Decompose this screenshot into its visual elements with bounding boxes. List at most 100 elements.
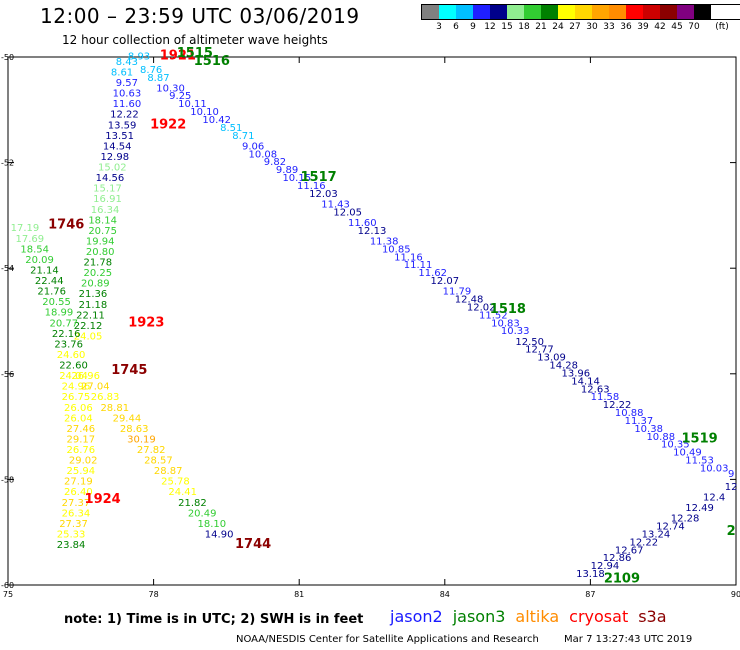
x-tick-label: 90 [731, 590, 740, 599]
wave-height-value: 12.05 [333, 207, 362, 218]
wave-height-value: 23.84 [57, 540, 86, 551]
x-tick-label: 75 [3, 590, 13, 599]
pass-time-label: 1518 [490, 302, 526, 317]
wave-height-value: 16.34 [91, 205, 120, 216]
wave-height-value: 10.63 [113, 89, 142, 100]
wave-height-value: 10.83 [491, 318, 520, 329]
wave-height-value: 24.41 [168, 487, 197, 498]
wave-height-value: 12.07 [430, 276, 459, 287]
legend-swatch [609, 5, 626, 19]
wave-height-value: 22.16 [52, 329, 81, 340]
legend-tick-label: 30 [586, 22, 598, 32]
wave-height-value: 15.02 [98, 163, 127, 174]
wave-height-value: 15.17 [93, 184, 122, 195]
wave-height-value: 20.25 [83, 268, 112, 279]
wave-height-value: 12.63 [581, 384, 610, 395]
pass-time-label: 1515 [177, 46, 213, 61]
wave-height-value: 27.19 [64, 477, 93, 488]
wave-height-value: 8.87 [147, 73, 169, 84]
wave-height-value: 20.80 [86, 247, 115, 258]
wave-height-value: 12.22 [603, 400, 632, 411]
wave-height-value: 10.42 [202, 115, 231, 126]
wave-height-value: 12.22 [110, 110, 139, 121]
wave-height-value: 26.34 [62, 508, 91, 519]
wave-height-value: 25.94 [66, 466, 95, 477]
legend-tick-label: 18 [518, 22, 530, 32]
wave-height-value: 26.06 [64, 403, 93, 414]
legend-swatch [473, 5, 490, 19]
wave-height-value: 11.52 [479, 310, 508, 321]
wave-height-value: 20.89 [81, 279, 110, 290]
pass-time-label: 1519 [682, 431, 718, 446]
wave-height-value: 17.19 [11, 223, 40, 234]
wave-height-value: 26.96 [71, 371, 100, 382]
pass-time-label: 1744 [235, 537, 271, 552]
legend-unit: (ft) [715, 22, 729, 32]
wave-height-value: 14.54 [103, 141, 132, 152]
pass-time-label: 1922 [150, 117, 186, 132]
wave-height-value: 28.63 [120, 424, 149, 435]
legend-swatch [643, 5, 660, 19]
legend-swatch [626, 5, 643, 19]
wave-height-value: 26.04 [64, 413, 93, 424]
wave-height-value: 9.57 [116, 78, 138, 89]
wave-height-value: 10.15 [282, 173, 311, 184]
wave-height-value: 14.90 [205, 529, 234, 540]
satellite-legend-cryosat: cryosat [569, 607, 629, 626]
wave-height-value: 22.12 [74, 321, 103, 332]
legend-tick-label: 70 [688, 22, 700, 32]
wave-height-value: 10.10 [190, 107, 219, 118]
wave-height-value: 29.17 [66, 434, 95, 445]
wave-height-value: 11.62 [418, 268, 447, 279]
wave-height-value: 17.69 [16, 234, 45, 245]
generated-timestamp: Mar 7 13:27:43 UTC 2019 [564, 634, 693, 645]
legend-tick-label: 21 [535, 22, 547, 32]
wave-height-value: 24.60 [57, 350, 86, 361]
wave-height-value: 12.50 [515, 337, 544, 348]
satellite-legend-altika: altika [515, 607, 560, 626]
wave-height-value: 25.78 [161, 477, 190, 488]
wave-height-value: 18.54 [20, 244, 49, 255]
y-tick-label: -58 [1, 475, 14, 484]
wave-height-value: 12.13 [358, 226, 387, 237]
wave-height-value: 20.09 [25, 255, 54, 266]
wave-height-value: 12.03 [309, 189, 338, 200]
wave-height-value: 11.16 [297, 181, 326, 192]
wave-height-value: 12.77 [525, 345, 554, 356]
legend-tick-label: 15 [501, 22, 513, 32]
legend-swatch [558, 5, 575, 19]
x-tick-label: 84 [440, 590, 450, 599]
legend-tick-label: 33 [603, 22, 615, 32]
legend-swatch [456, 5, 473, 19]
wave-height-value: 25.33 [57, 529, 86, 540]
legend-tick-label: 45 [671, 22, 683, 32]
wave-height-value: 14.28 [549, 361, 578, 372]
legend-swatch [439, 5, 456, 19]
wave-height-value: 21.14 [30, 265, 59, 276]
wave-height-value: 12.28 [671, 514, 700, 525]
wave-height-value: 13.24 [642, 529, 671, 540]
wave-height-value: 29.02 [69, 456, 98, 467]
wave-height-value: 9.82 [264, 157, 286, 168]
y-tick-label: -60 [1, 581, 14, 590]
legend-tick-label: 24 [552, 22, 564, 32]
legend-swatch [575, 5, 592, 19]
page-title: 12:00 – 23:59 UTC 03/06/2019 [40, 4, 360, 28]
legend-swatches [421, 4, 740, 20]
legend-swatch [660, 5, 677, 19]
color-legend: 3 6 9 12 15 18 21 24 27 30 33 36 39 42 45 70 (ft) [421, 4, 740, 34]
wave-height-value: 26.75 [62, 392, 91, 403]
wave-height-value: 26.40 [64, 487, 93, 498]
satellite-legend: jason2 jason3 altika cryosat s3a [390, 607, 677, 626]
x-tick-label: 87 [585, 590, 595, 599]
wave-height-value: 12.02 [467, 302, 496, 313]
wave-height-value: 13.18 [576, 569, 605, 580]
wave-height-value: 10.38 [634, 424, 663, 435]
map-frame [7, 56, 737, 586]
wave-height-value: 8.43 [116, 57, 138, 68]
wave-height-value: 11.38 [370, 236, 399, 247]
wave-height-value: 18.99 [45, 308, 74, 319]
legend-tick-label: 39 [637, 22, 649, 32]
wave-height-value: 14.56 [96, 173, 125, 184]
